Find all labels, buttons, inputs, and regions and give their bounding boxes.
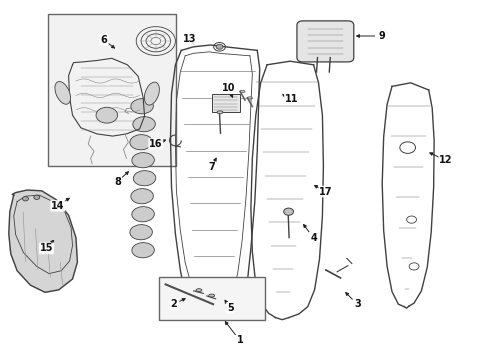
- Circle shape: [23, 197, 28, 201]
- Circle shape: [96, 107, 118, 123]
- Text: 8: 8: [114, 177, 121, 187]
- Text: 4: 4: [310, 233, 317, 243]
- Ellipse shape: [196, 289, 202, 292]
- Ellipse shape: [131, 189, 153, 204]
- Ellipse shape: [217, 111, 223, 114]
- Text: 3: 3: [354, 299, 361, 309]
- Bar: [48, 14, 176, 166]
- Ellipse shape: [145, 82, 159, 105]
- Ellipse shape: [130, 135, 152, 150]
- Text: 11: 11: [285, 94, 298, 104]
- Ellipse shape: [247, 97, 252, 99]
- Text: 12: 12: [439, 155, 453, 165]
- Bar: [212, 94, 240, 112]
- Text: 10: 10: [222, 83, 236, 93]
- Text: 13: 13: [183, 34, 197, 44]
- Circle shape: [216, 44, 223, 49]
- Circle shape: [284, 208, 294, 215]
- Polygon shape: [9, 190, 77, 292]
- Ellipse shape: [133, 171, 156, 186]
- Ellipse shape: [132, 207, 154, 222]
- Text: 17: 17: [319, 186, 333, 197]
- Ellipse shape: [130, 225, 152, 240]
- Text: 9: 9: [379, 31, 386, 41]
- Ellipse shape: [132, 153, 154, 168]
- Bar: [159, 277, 265, 320]
- Text: 1: 1: [237, 335, 244, 345]
- Text: 5: 5: [227, 303, 234, 313]
- Text: 6: 6: [100, 35, 107, 45]
- Text: 16: 16: [149, 139, 163, 149]
- Text: 15: 15: [40, 243, 53, 253]
- Ellipse shape: [131, 99, 153, 114]
- Circle shape: [34, 195, 40, 199]
- FancyBboxPatch shape: [297, 21, 354, 62]
- Text: 14: 14: [51, 201, 65, 211]
- Text: 2: 2: [171, 299, 177, 309]
- Ellipse shape: [240, 90, 245, 93]
- Ellipse shape: [132, 243, 154, 258]
- Text: 7: 7: [208, 162, 215, 172]
- Ellipse shape: [55, 81, 71, 104]
- Ellipse shape: [133, 117, 155, 132]
- Ellipse shape: [209, 294, 215, 297]
